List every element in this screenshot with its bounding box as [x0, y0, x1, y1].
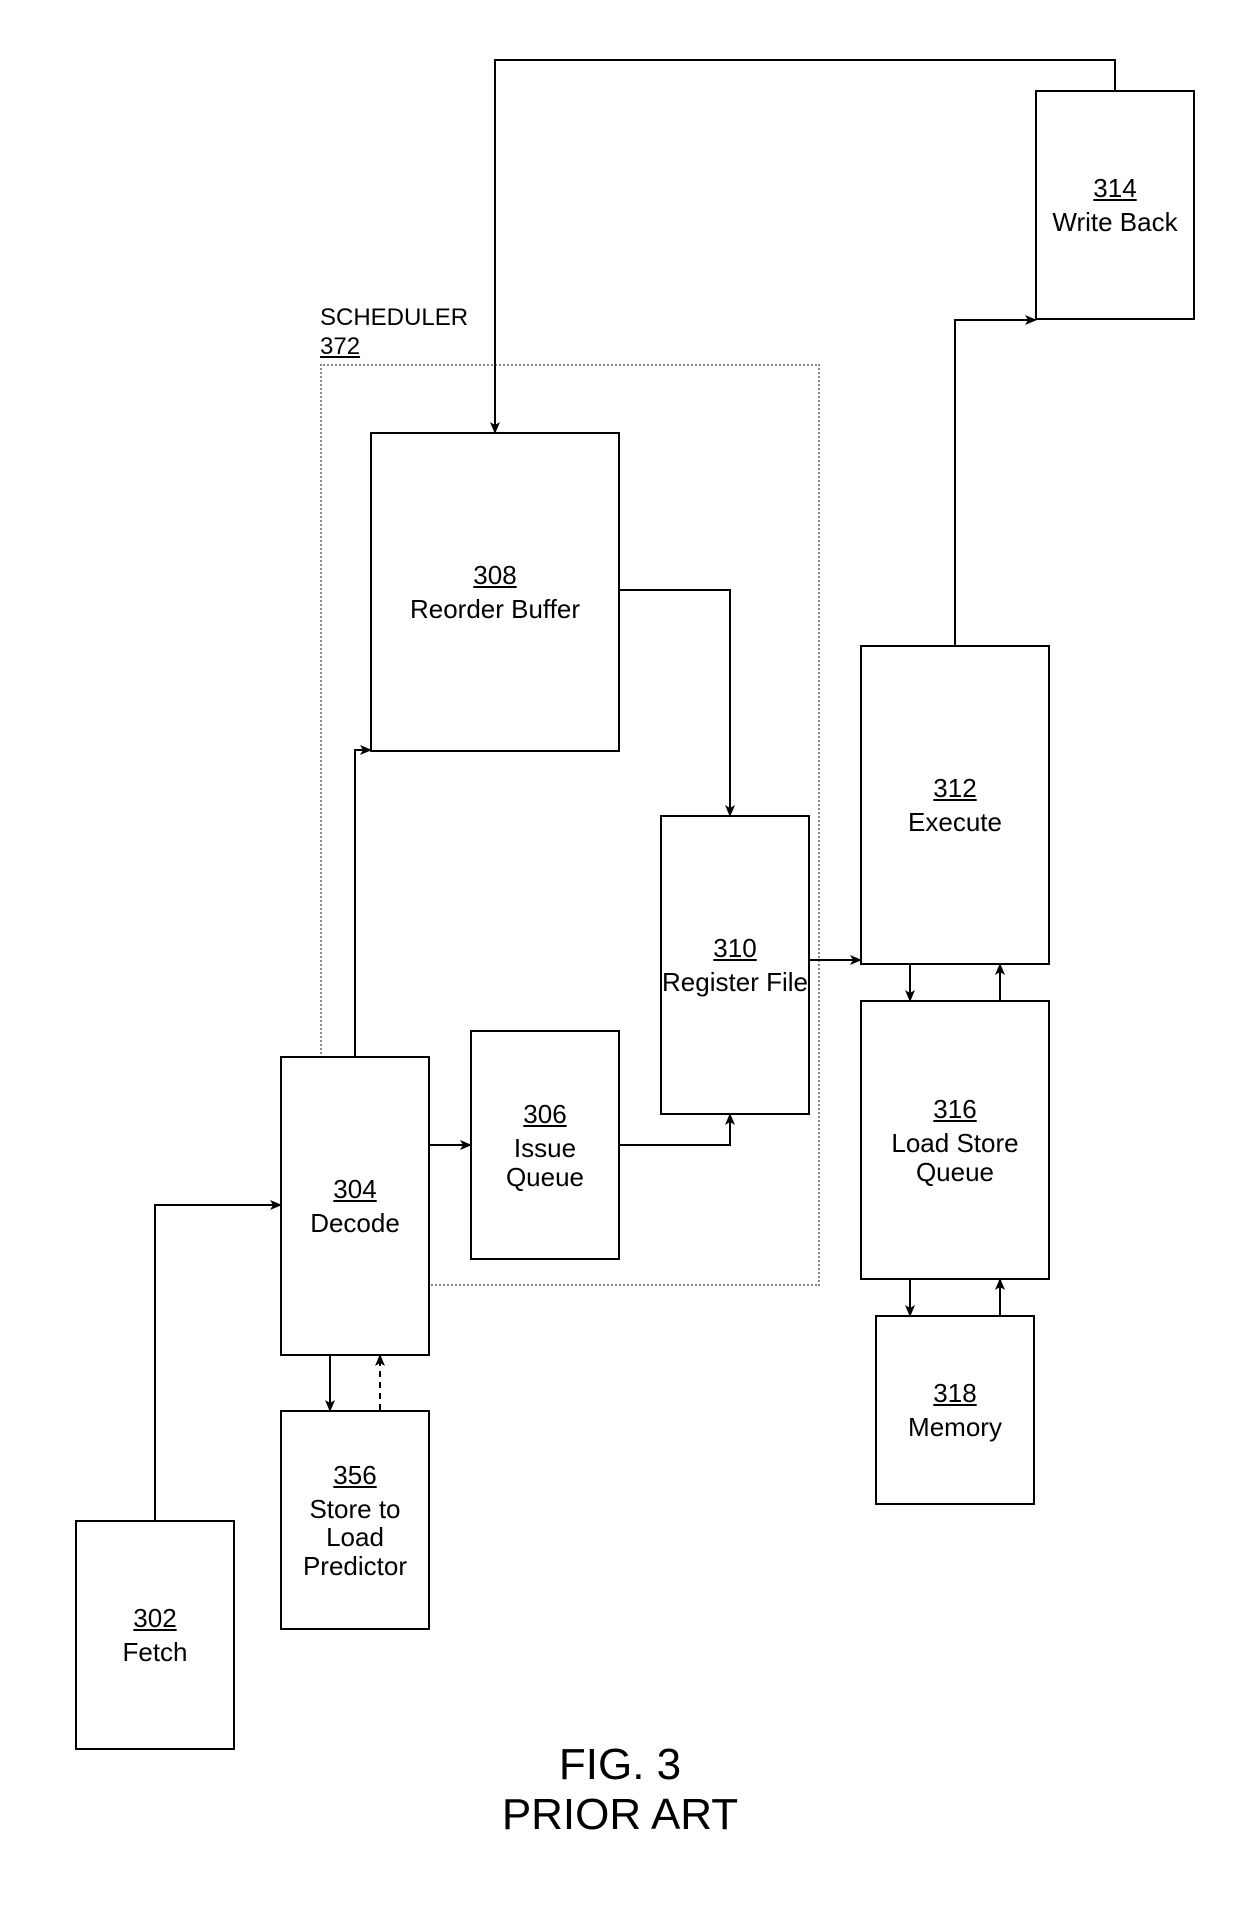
edge-reorder-to-regfile — [620, 590, 730, 815]
edge-decode-to-reorder — [355, 750, 370, 1056]
caption-line1: FIG. 3 — [559, 1740, 681, 1789]
edge-issue-to-regfile — [620, 1115, 730, 1145]
figure-caption: FIG. 3 PRIOR ART — [0, 1740, 1240, 1840]
edge-fetch-to-decode — [155, 1205, 280, 1520]
arrows-layer — [0, 0, 1240, 1917]
caption-line2: PRIOR ART — [502, 1790, 738, 1839]
edge-execute-to-writeback — [955, 320, 1035, 645]
diagram-canvas: SCHEDULER 372 302Fetch304Decode356Store … — [0, 0, 1240, 1917]
edge-writeback-to-reorder — [495, 60, 1115, 432]
